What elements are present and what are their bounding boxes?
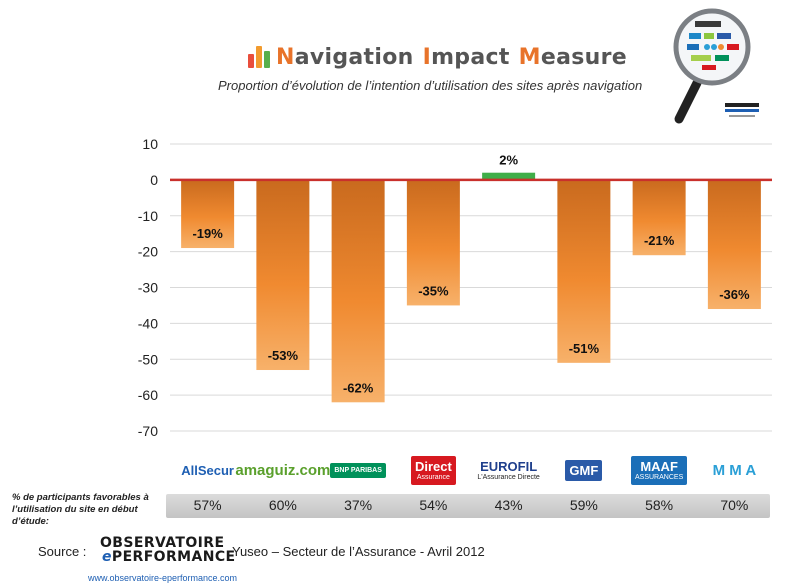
y-tick-label: -60 xyxy=(138,387,158,403)
y-tick-label: -10 xyxy=(138,208,158,224)
brand-name: amaguiz.com xyxy=(235,461,331,479)
bar-allsecur xyxy=(181,179,235,249)
y-tick-label: 0 xyxy=(150,172,158,188)
favorable-value: 58% xyxy=(645,497,674,513)
website-url: www.observatoire-eperformance.com xyxy=(88,573,238,583)
y-tick-label: -20 xyxy=(138,244,158,260)
favorable-value: 54% xyxy=(419,497,448,513)
magnifier-icon xyxy=(673,8,759,124)
bar-mma xyxy=(707,179,761,310)
favorable-value: 70% xyxy=(720,497,749,513)
source-text: Yuseo – Secteur de l’Assurance - Avril 2… xyxy=(232,544,485,559)
mma-logo: M M A xyxy=(698,452,770,488)
data-label: -62% xyxy=(343,380,374,395)
chart-title: Navigation Impact Measure xyxy=(248,40,636,74)
bar-amaguiz-com xyxy=(256,179,310,371)
data-label: -35% xyxy=(418,283,449,298)
bar-eurofil xyxy=(482,172,536,180)
y-tick-label: -50 xyxy=(138,351,158,367)
allsecur-logo: AllSecur xyxy=(172,452,244,488)
favorable-value: 57% xyxy=(193,497,222,513)
bar-gmf xyxy=(557,179,611,363)
brand-name: GMF xyxy=(569,462,599,478)
eurofil-logo: EUROFIL L'Assurance Directe xyxy=(473,452,545,488)
brand-name: Direct xyxy=(414,458,452,474)
favorable-note: % de participants favorables à l’utilisa… xyxy=(12,492,149,527)
brand-name: EUROFIL xyxy=(480,458,538,474)
data-label: 2% xyxy=(499,153,518,168)
maaf-logo: MAAF ASSURANCES xyxy=(623,452,695,488)
brand-tagline: ASSURANCES xyxy=(635,473,684,481)
data-label: -19% xyxy=(192,226,223,241)
brand-name: M M A xyxy=(712,461,757,479)
source-label: Source : xyxy=(38,544,87,559)
bar-logo-icon xyxy=(248,46,270,68)
amaguiz-logo: amaguiz.com xyxy=(235,452,330,488)
direct-assurance-logo: Direct Assurance xyxy=(397,452,469,488)
brand-name: AllSecur xyxy=(181,462,234,478)
bar-bnp-paribas xyxy=(331,179,385,403)
bar-maaf xyxy=(632,179,686,256)
y-tick-label: -30 xyxy=(138,280,158,296)
data-label: -53% xyxy=(268,348,299,363)
bnp-paribas-logo: BNP PARIBAS xyxy=(322,452,394,488)
data-label: -21% xyxy=(644,233,675,248)
data-label: -36% xyxy=(719,287,750,302)
brand-name: MAAF xyxy=(640,458,678,474)
title-word-3: Measure xyxy=(518,44,627,70)
chart-subtitle: Proportion d’évolution de l’intention d’… xyxy=(218,78,643,93)
favorable-value: 59% xyxy=(569,497,598,513)
y-tick-label: -40 xyxy=(138,315,158,331)
brand-name: BNP PARIBAS xyxy=(334,466,382,474)
favorable-band xyxy=(166,494,770,518)
observatoire-logo: OBSERVATOIRE ePERFORMANCE xyxy=(100,535,236,565)
title-word-1: Navigation xyxy=(276,44,414,70)
bar-direct-assurance xyxy=(406,179,460,306)
favorable-value: 43% xyxy=(494,497,523,513)
brand-tagline: Assurance xyxy=(416,473,450,481)
favorable-value: 60% xyxy=(268,497,297,513)
y-tick-label: 10 xyxy=(142,136,158,152)
data-label: -51% xyxy=(569,341,600,356)
y-tick-label: -70 xyxy=(138,423,158,439)
brand-tagline: L'Assurance Directe xyxy=(477,473,540,481)
favorable-value: 37% xyxy=(344,497,373,513)
gmf-logo: GMF xyxy=(548,452,620,488)
title-word-2: Impact xyxy=(422,44,510,70)
